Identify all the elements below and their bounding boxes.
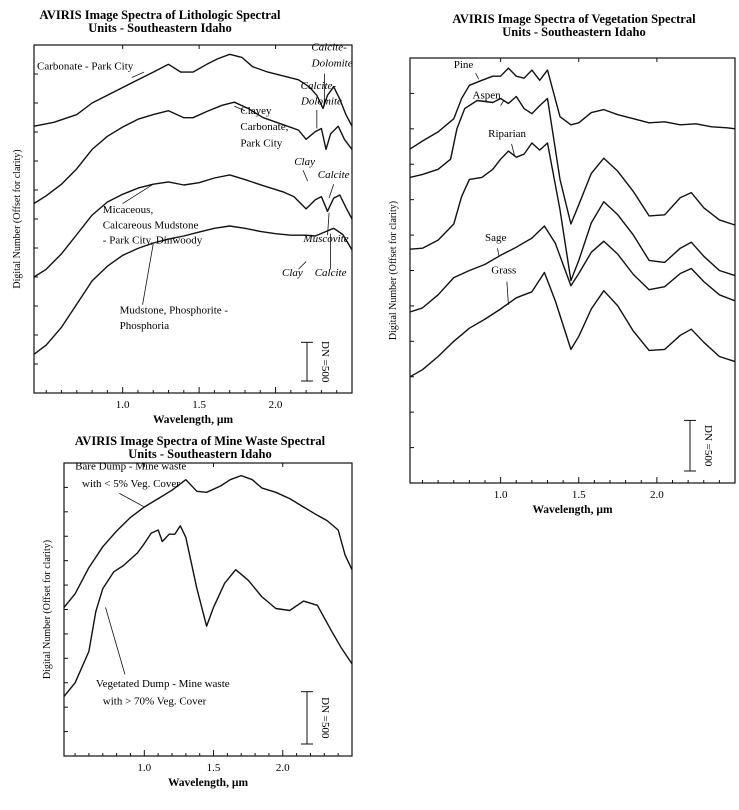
- series-annotation: Sage: [485, 232, 507, 244]
- label-leader-line: [105, 607, 126, 675]
- scale-bar-label: DN =500: [702, 425, 714, 467]
- series-annotation: - Park City, Dinwoody: [103, 235, 203, 247]
- series-annotation: with < 5% Veg. Cover: [82, 478, 180, 490]
- chart-title-line: Units - Southeastern Idaho: [128, 447, 271, 461]
- label-leader-line: [122, 183, 154, 204]
- spectrum-line: [33, 225, 353, 355]
- chart-title-line: AVIRIS Image Spectra of Vegetation Spect…: [452, 12, 696, 26]
- spectrum-line: [409, 142, 736, 282]
- y-axis-label: Digital Number (Offset for clarity): [388, 201, 399, 340]
- x-tick-label: 1.0: [494, 489, 508, 501]
- spectrum-line: [409, 95, 736, 226]
- series-annotation: Calcite-: [301, 80, 337, 92]
- spectrum-line: [63, 474, 353, 608]
- series-annotation: Carbonate - Park City: [37, 61, 134, 73]
- scale-bar-label: DN =500: [319, 341, 331, 383]
- label-leader-line: [298, 261, 307, 270]
- label-leader-line: [142, 243, 154, 305]
- spectrum-line: [409, 271, 736, 378]
- series-annotation: Aspen: [473, 89, 502, 101]
- series-annotation: Clay: [294, 156, 315, 168]
- series-annotation: Carbonate,: [240, 121, 288, 133]
- mine-waste-spectra-chart: AVIRIS Image Spectra of Mine Waste Spect…: [42, 434, 353, 789]
- plot-frame: [63, 462, 353, 757]
- y-axis-label: Digital Number (Offset for clarity): [12, 149, 23, 288]
- x-tick-label: 2.0: [650, 489, 664, 501]
- series-annotation: Dolomite: [311, 58, 353, 70]
- label-leader-line: [328, 184, 335, 199]
- chart-title-line: AVIRIS Image Spectra of Mine Waste Spect…: [75, 434, 326, 448]
- chart-title-line: Units - Southeastern Idaho: [88, 21, 231, 35]
- chart-title-line: Units - Southeastern Idaho: [502, 25, 645, 39]
- x-axis-label: Wavelength, µm: [532, 504, 613, 516]
- series-annotation: Riparian: [488, 128, 526, 140]
- spectrum-line: [33, 174, 353, 278]
- x-tick-label: 2.0: [276, 762, 290, 774]
- series-annotation: Mudstone, Phosphorite -: [120, 304, 229, 316]
- series-annotation: Micaceous,: [103, 204, 154, 216]
- scale-bar-label: DN =500: [319, 697, 331, 739]
- label-leader-line: [500, 100, 505, 106]
- series-annotation: Grass: [491, 265, 516, 277]
- series-annotation: Clay: [282, 267, 303, 279]
- series-annotation: Vegetated Dump - Mine waste: [96, 678, 230, 690]
- series-annotation: Bare Dump - Mine waste: [75, 460, 186, 472]
- x-tick-label: 2.0: [269, 399, 283, 411]
- series-annotation: Pine: [454, 59, 474, 71]
- label-leader-line: [119, 492, 145, 508]
- series-annotation: Calcareous Mudstone: [103, 219, 199, 231]
- series-annotation: Muscovite: [302, 233, 348, 245]
- series-annotation: Calcite: [318, 169, 350, 181]
- x-axis-label: Wavelength, µm: [168, 777, 249, 789]
- chart-title-line: AVIRIS Image Spectra of Lithologic Spect…: [39, 8, 281, 22]
- spectrum-line: [409, 225, 736, 313]
- label-leader-line: [302, 170, 309, 182]
- x-tick-label: 1.0: [116, 399, 130, 411]
- label-leader-line: [497, 248, 500, 257]
- x-axis-label: Wavelength, µm: [153, 414, 234, 426]
- spectrum-line: [33, 53, 353, 127]
- series-annotation: Clayey: [240, 105, 272, 117]
- spectrum-line: [409, 67, 736, 150]
- lithologic-spectra-chart: AVIRIS Image Spectra of Lithologic Spect…: [12, 8, 353, 426]
- label-leader-line: [327, 212, 330, 236]
- spectrum-line: [33, 101, 353, 205]
- series-annotation: Calcite-: [311, 41, 347, 53]
- series-annotation: with > 70% Veg. Cover: [103, 696, 207, 708]
- series-annotation: Dolomite: [300, 96, 342, 108]
- spectrum-line: [63, 525, 353, 697]
- label-leader-line: [506, 281, 509, 305]
- vegetation-spectra-chart: AVIRIS Image Spectra of Vegetation Spect…: [388, 12, 736, 516]
- series-annotation: Calcite: [315, 267, 347, 279]
- label-leader-line: [131, 71, 145, 78]
- x-tick-label: 1.5: [207, 762, 221, 774]
- y-axis-label: Digital Number (Offset for clarity): [42, 540, 53, 679]
- series-annotation: Phosphoria: [120, 320, 170, 332]
- label-leader-line: [234, 105, 246, 112]
- x-tick-label: 1.0: [137, 762, 151, 774]
- x-tick-label: 1.5: [192, 399, 206, 411]
- x-tick-label: 1.5: [572, 489, 586, 501]
- series-annotation: Park City: [240, 137, 282, 149]
- label-leader-line: [475, 72, 480, 80]
- label-leader-line: [511, 143, 516, 157]
